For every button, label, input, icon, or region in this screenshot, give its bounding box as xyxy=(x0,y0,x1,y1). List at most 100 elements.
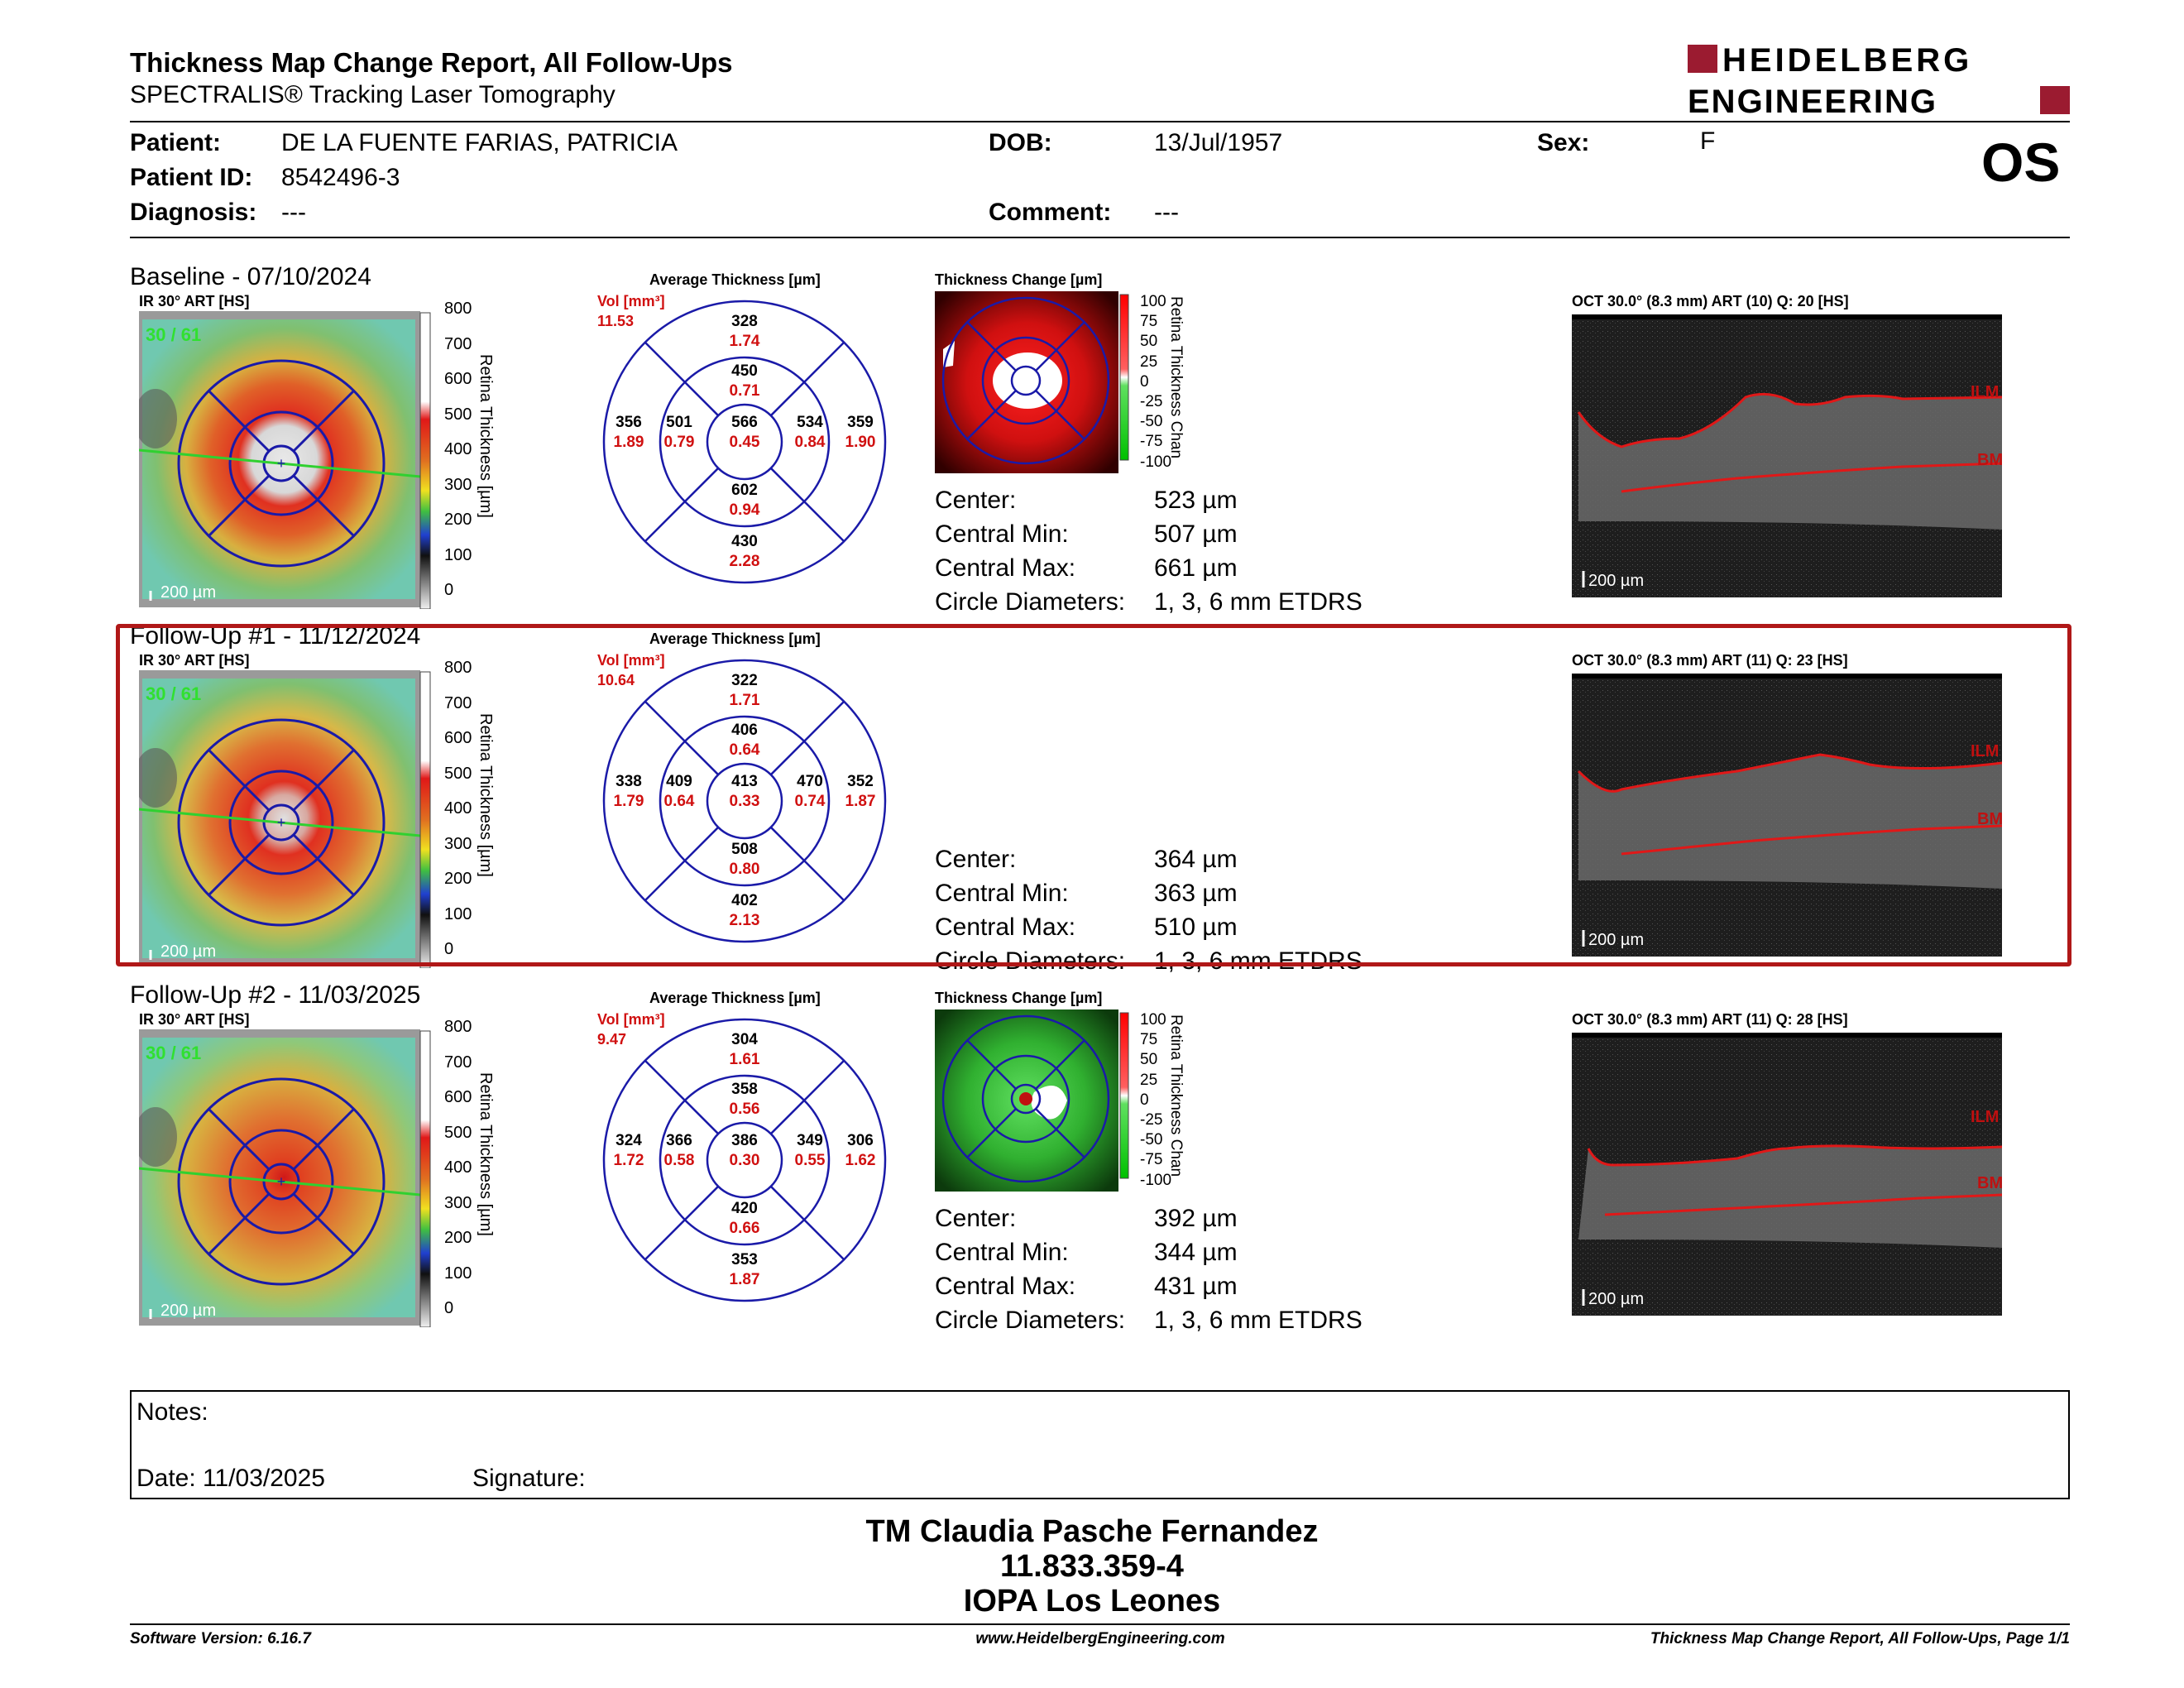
grid-thickness: 501 xyxy=(666,414,692,431)
stat-value: 1, 3, 6 mm ETDRS xyxy=(1154,588,1363,616)
ilm-label: ILM xyxy=(1971,383,1999,401)
grid-volume: 0.94 xyxy=(730,501,760,519)
colorbar-tick: 500 xyxy=(444,1123,472,1142)
patient-label: Patient: xyxy=(130,129,222,156)
thickness-change-title: Thickness Change [µm] xyxy=(935,271,1103,288)
stat-value: 661 µm xyxy=(1154,554,1238,582)
bm-label: BM xyxy=(1977,810,2002,828)
colorbar-tick: 0 xyxy=(444,1299,454,1317)
thickness-change-map xyxy=(935,1009,1129,1192)
website-link[interactable]: www.HeidelbergEngineering.com xyxy=(975,1630,1225,1647)
grid-thickness: 322 xyxy=(731,672,758,689)
grid-thickness: 366 xyxy=(666,1132,692,1149)
signature-label: Signature: xyxy=(472,1465,586,1492)
highlight-box xyxy=(116,624,2071,966)
grid-thickness: 430 xyxy=(731,533,758,550)
grid-volume: 0.58 xyxy=(664,1152,695,1169)
grid-volume: 1.74 xyxy=(730,333,760,350)
grid-thickness: 386 xyxy=(731,1132,758,1149)
colorbar-tick: 100 xyxy=(444,545,472,564)
diagnosis-label: Diagnosis: xyxy=(130,199,257,226)
grid-thickness: 324 xyxy=(615,1132,642,1149)
grid-thickness: 353 xyxy=(731,1251,758,1268)
stat-label: Center: xyxy=(935,1205,1017,1232)
colorbar-tick: 300 xyxy=(444,475,472,494)
change-tick: -75 xyxy=(1140,433,1163,451)
change-tick: -100 xyxy=(1140,453,1172,471)
ir-quality: 30 / 61 xyxy=(146,1043,201,1063)
change-bar-title: Retina Thickness Chan xyxy=(1167,296,1185,459)
total-volume: 9.47 xyxy=(597,1031,627,1048)
stat-label: Central Min: xyxy=(935,880,1069,907)
grid-volume: 0.30 xyxy=(730,1152,760,1169)
stat-value: 507 µm xyxy=(1154,520,1238,548)
ilm-label: ILM xyxy=(1971,1108,1999,1126)
grid-volume: 0.66 xyxy=(730,1220,760,1237)
ir-label: IR 30° ART [HS] xyxy=(139,1011,250,1028)
oct-scalebar-label: 200 µm xyxy=(1588,931,1644,949)
colorbar-title: Retina Thickness [µm] xyxy=(477,713,495,877)
dob: 13/Jul/1957 xyxy=(1154,129,1283,156)
change-bar-title: Retina Thickness Chan xyxy=(1167,1014,1185,1177)
vol-label: Vol [mm³] xyxy=(597,1011,665,1028)
change-tick: -75 xyxy=(1140,1151,1163,1169)
grid-thickness: 409 xyxy=(666,773,692,790)
heidelberg-logo: HEIDELBERG ENGINEERING xyxy=(1688,42,2070,120)
oct-label: OCT 30.0° (8.3 mm) ART (10) Q: 20 [HS] xyxy=(1572,293,1849,309)
stat-label: Circle Diameters: xyxy=(935,947,1126,975)
colorbar-tick: 800 xyxy=(444,300,472,318)
change-tick: 75 xyxy=(1140,1031,1158,1049)
patient-name: DE LA FUENTE FARIAS, PATRICIA xyxy=(281,129,678,156)
colorbar-title: Retina Thickness [µm] xyxy=(477,1072,495,1236)
grid-thickness: 328 xyxy=(731,313,758,330)
thickness-change-title: Thickness Change [µm] xyxy=(935,990,1103,1006)
report-subtitle: SPECTRALIS® Tracking Laser Tomography xyxy=(130,81,615,108)
change-tick: 0 xyxy=(1140,1091,1149,1109)
avg-thickness-title: Average Thickness [µm] xyxy=(649,990,821,1006)
page-footer: Thickness Map Change Report, All Follow-… xyxy=(1650,1630,2070,1647)
grid-thickness: 304 xyxy=(731,1031,758,1048)
grid-volume: 1.62 xyxy=(845,1152,876,1169)
grid-thickness: 306 xyxy=(847,1132,874,1149)
change-tick: 75 xyxy=(1140,313,1158,331)
change-tick: 25 xyxy=(1140,1071,1158,1089)
bm-label: BM xyxy=(1977,1174,2002,1192)
change-tick: 50 xyxy=(1140,1051,1158,1069)
stat-value: 523 µm xyxy=(1154,487,1238,514)
oct-bscan: ILM BM 200 µm xyxy=(1572,674,2002,957)
total-volume: 11.53 xyxy=(597,313,635,329)
grid-thickness: 356 xyxy=(615,414,642,431)
grid-thickness: 602 xyxy=(731,482,758,499)
grid-volume: 0.71 xyxy=(730,382,760,400)
grid-thickness: 566 xyxy=(731,414,758,431)
grid-thickness: 450 xyxy=(731,362,758,380)
dob-label: DOB: xyxy=(989,129,1052,156)
grid-volume: 1.89 xyxy=(614,434,644,451)
colorbar-tick: 400 xyxy=(444,799,472,818)
grid-thickness: 358 xyxy=(731,1081,758,1098)
colorbar-tick: 100 xyxy=(444,1264,472,1283)
eye-indicator: OS xyxy=(1981,132,2061,193)
stat-value: 344 µm xyxy=(1154,1239,1238,1266)
colorbar-tick: 300 xyxy=(444,1193,472,1212)
etdrs-grid: 328 1.74 450 0.71 356 1.89 501 0.79 566 0.45 534 0.… xyxy=(602,300,887,584)
colorbar-tick: 600 xyxy=(444,370,472,388)
change-tick: 100 xyxy=(1140,1011,1166,1029)
notes-box[interactable]: Notes: Date: 11/03/2025 Signature: xyxy=(130,1390,2070,1499)
grid-thickness: 359 xyxy=(847,414,874,431)
grid-volume: 0.84 xyxy=(795,434,826,451)
stat-value: 431 µm xyxy=(1154,1273,1238,1300)
change-tick: 50 xyxy=(1140,333,1158,351)
patient-id-label: Patient ID: xyxy=(130,164,253,191)
colorbar-tick: 300 xyxy=(444,834,472,853)
logo-word-2: ENGINEERING xyxy=(1688,84,1937,117)
avg-thickness-title: Average Thickness [µm] xyxy=(649,631,821,647)
thickness-change-map xyxy=(935,291,1129,473)
ir-label: IR 30° ART [HS] xyxy=(139,652,250,669)
total-volume: 10.64 xyxy=(597,672,635,688)
grid-volume: 1.61 xyxy=(730,1051,760,1068)
stat-value: 392 µm xyxy=(1154,1205,1238,1232)
scalebar-label: 200 µm xyxy=(160,942,216,961)
divider xyxy=(130,121,2070,122)
etdrs-grid: 304 1.61 358 0.56 324 1.72 366 0.58 386 0.30 349 0.… xyxy=(602,1018,887,1302)
